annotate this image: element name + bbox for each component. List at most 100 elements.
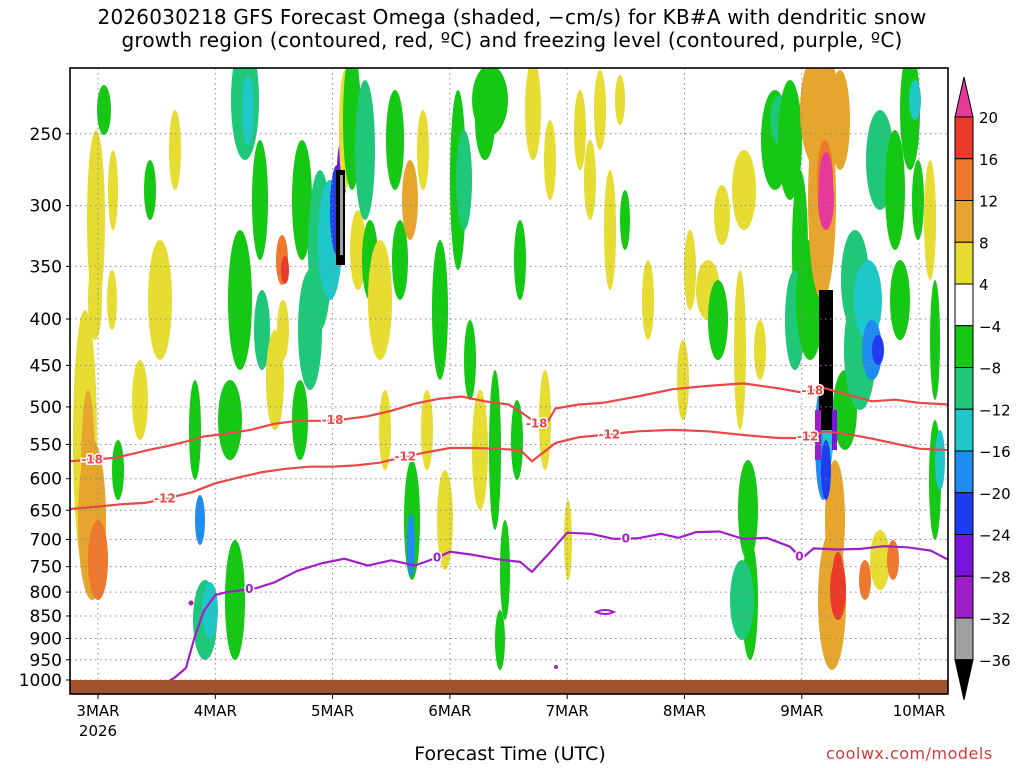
y-tick-label: 500 [30,398,62,418]
omega-shade-cell [495,610,505,670]
omega-shade-cell [254,290,270,370]
omega-core-cell [340,175,343,255]
contour-label: -12 [599,427,621,441]
x-tick-label: 7MAR [546,702,589,720]
omega-core-cell [833,552,843,588]
omega-shade-cell [500,520,510,620]
omega-shade-cell [754,320,766,380]
omega-shade-cell [132,360,148,440]
omega-shade-cell [277,300,289,360]
omega-shade-cell [854,260,882,340]
axes: 2503003504004505005506006507007508008509… [19,125,946,740]
colorbar-swatch [954,241,974,285]
omega-shade-cell [620,190,630,250]
omega-shade-cell [887,540,899,580]
x-tick-label: 10MAR [893,702,946,720]
omega-shade-cell [88,260,102,340]
y-tick-label: 850 [30,607,62,627]
isotherm-contour [70,382,948,463]
omega-shade-cell [859,560,871,600]
colorbar-swatch [954,283,974,327]
omega-shade-cell [525,68,541,160]
omega-shade-cell [148,240,172,360]
omega-shade-cell [472,68,508,135]
omega-core-cell [815,410,821,460]
y-tick-label: 700 [30,530,62,550]
x-tick-label: 6MAR [428,702,471,720]
omega-shade-cell [464,320,476,400]
x-axis-label: Forecast Time (UTC) [414,743,606,765]
contour-label: -12 [154,492,176,506]
contour-label: -18 [526,416,548,430]
y-tick-label: 250 [30,125,62,145]
omega-shade-cell [732,150,756,230]
contour-label: 0 [433,551,441,565]
terrain-ground [70,680,948,694]
colorbar-top-arrow [954,76,974,118]
colorbar-label: −32 [979,610,1011,628]
contour-label: -18 [802,384,824,398]
omega-shade-cell [684,230,696,310]
gridlines [70,68,948,694]
omega-shade-cell [615,75,625,125]
y-tick-label: 400 [30,310,62,330]
freezing-level-contour [188,600,194,606]
colorbar-label: −4 [979,318,1001,336]
colorbar-label: 20 [979,109,998,127]
colorbar-swatch [954,325,974,368]
colorbar-label: −24 [979,527,1011,545]
contour-label: 0 [622,532,630,546]
colorbar-label: −20 [979,485,1011,503]
omega-shade-cell [108,150,118,230]
y-tick-label: 550 [30,435,62,455]
y-tick-label: 450 [30,356,62,376]
contour-label: -18 [322,413,344,427]
omega-shade-cell [734,270,746,430]
omega-shade-cell [935,430,945,490]
omega-shade-cell [437,470,453,570]
colorbar-swatch [954,534,974,577]
omega-shade-cell [930,280,940,400]
omega-shade-cell [539,370,551,470]
omega-shade-cell [912,160,924,240]
chart-title-line-1: 2026030218 GFS Forecast Omega (shaded, −… [97,5,927,29]
omega-shade-cell [489,370,501,530]
omega-shade-cell [924,160,936,280]
colorbar-label: 16 [979,151,998,169]
colorbar: 20 16 12 8 4 −4 −8 −12 −16 −20 −24 −28 −32 −36 [954,76,1011,700]
freezing-level-contour [554,665,558,669]
y-tick-label: 750 [30,558,62,578]
omega-shade-cell [195,495,205,545]
omega-shade-cell [266,330,284,430]
colorbar-label: −8 [979,360,1001,378]
colorbar-swatch [954,450,974,494]
x-tick-sublabel: 2026 [79,722,117,740]
contour-label: -12 [797,429,819,443]
contour-label: 0 [795,549,803,563]
omega-shade-cell [350,210,366,290]
omega-shade-cell [870,530,890,590]
x-tick-label: 8MAR [663,702,706,720]
omega-core-cell [819,152,833,212]
y-tick-label: 350 [30,257,62,277]
contour-label: -18 [81,453,103,467]
chart-title-line-2: growth region (contoured, red, ºC) and f… [121,28,903,52]
omega-shade-cell [97,85,111,135]
colorbar-swatch [954,200,974,243]
omega-shade-cell [402,160,418,240]
omega-shade-cell [544,120,556,200]
plot-frame [69,67,949,695]
colorbar-swatch [954,158,974,201]
contour-label: 0 [245,582,253,596]
x-tick-label: 9MAR [780,702,823,720]
omega-core-cell [819,290,833,430]
colorbar-label: −36 [979,652,1011,670]
omega-shade-cell [107,270,117,330]
omega-shade-cell [909,80,921,120]
x-tick-label: 5MAR [311,702,354,720]
omega-shade-cell [417,110,429,190]
colorbar-label: −12 [979,401,1011,419]
omega-shade-cell [218,380,242,460]
omega-shade-cell [885,130,905,250]
